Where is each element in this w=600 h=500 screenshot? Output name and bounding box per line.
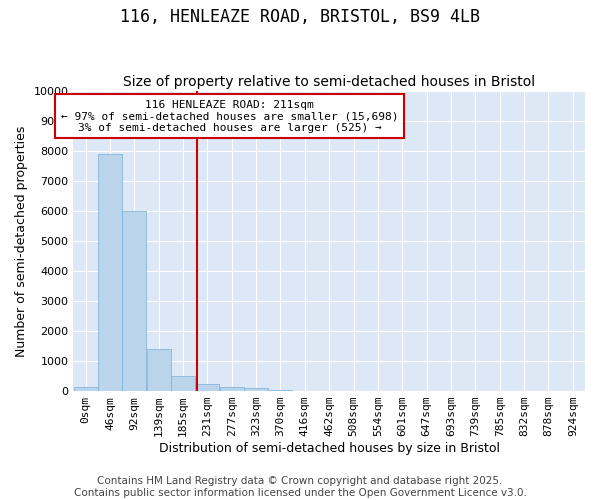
Bar <box>147 349 170 391</box>
X-axis label: Distribution of semi-detached houses by size in Bristol: Distribution of semi-detached houses by … <box>159 442 500 455</box>
Text: Contains HM Land Registry data © Crown copyright and database right 2025.
Contai: Contains HM Land Registry data © Crown c… <box>74 476 526 498</box>
Title: Size of property relative to semi-detached houses in Bristol: Size of property relative to semi-detach… <box>123 76 535 90</box>
Bar <box>220 386 244 391</box>
Bar <box>74 386 98 391</box>
Bar <box>244 388 268 391</box>
Text: 116 HENLEAZE ROAD: 211sqm
← 97% of semi-detached houses are smaller (15,698)
3% : 116 HENLEAZE ROAD: 211sqm ← 97% of semi-… <box>61 100 398 133</box>
Bar <box>269 390 292 391</box>
Bar <box>171 376 195 391</box>
Bar <box>98 154 122 391</box>
Bar <box>196 384 220 391</box>
Y-axis label: Number of semi-detached properties: Number of semi-detached properties <box>15 125 28 356</box>
Bar <box>122 211 146 391</box>
Text: 116, HENLEAZE ROAD, BRISTOL, BS9 4LB: 116, HENLEAZE ROAD, BRISTOL, BS9 4LB <box>120 8 480 26</box>
